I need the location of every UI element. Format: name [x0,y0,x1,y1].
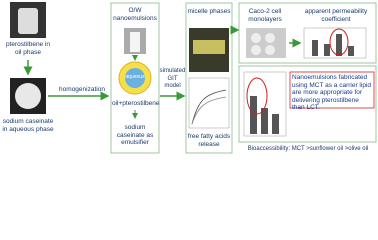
micelle-label: micelle phases [187,8,231,15]
ffa-label: free fatty acids release [187,133,231,148]
emulsion-box [110,2,160,154]
step-label: homogenization [59,86,105,93]
highlight [246,77,268,115]
bar-shape [312,40,318,56]
papp-label: apparent permeability coefficient [304,8,368,23]
plate-photo [246,28,286,58]
bar-shape [265,45,275,55]
graphical-abstract: pterostilbene in oil phase sodium casein… [2,2,377,154]
emulsifier-label: sodium caseinate as emulsifier [116,124,154,146]
conclusion-box [238,65,377,143]
bar-shape [250,96,257,134]
oil-label: pterostilbene in oil phase [5,41,51,56]
bar-shape [272,114,279,134]
bowl [15,83,41,109]
ffa-plot [188,77,230,129]
ffa-curve [191,89,227,125]
highlight [329,28,349,56]
caco2-label: Caco-2 cell monolayers [248,8,282,23]
bar-shape [251,45,261,55]
conclusion-text: Nanoemulsions fabricated using MCT as a … [292,74,371,111]
ffa-curve [191,96,227,125]
conclusion-frame [289,71,375,109]
diagram-shapes [10,2,377,154]
step-label: simulated GIT model [159,68,186,89]
tubes [193,40,225,54]
droplet-label: oil+pterostilbene [112,100,160,107]
droplet-core [125,68,145,88]
absorption-box [238,2,377,64]
bar-shape [348,46,354,56]
emulsion-title: O/W nanoemulsions [113,7,157,22]
bar-shape [324,44,330,56]
bar-shape [336,34,342,56]
bar-shape [265,33,275,43]
bar-shape [261,108,268,134]
bar-shape [251,33,261,43]
jar [18,8,38,34]
bioaccessibility-text: Bioaccessibility: MCT >sunflower oil >ol… [247,146,369,152]
vial [130,32,140,52]
digestion-box [185,2,233,154]
aqueous-label: sodium caseinate in aqueous phase [2,118,54,133]
inner-label: aqueous [125,74,145,80]
